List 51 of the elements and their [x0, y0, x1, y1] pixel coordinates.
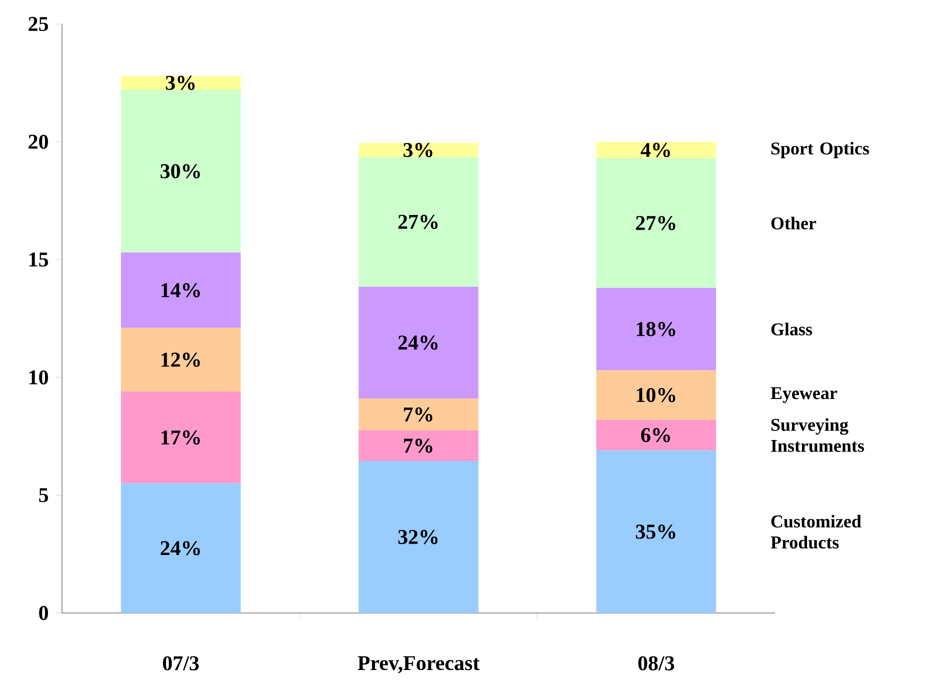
- y-tick-label: 20: [28, 134, 48, 149]
- text: Eyewear: [770, 387, 838, 403]
- bar: [120, 252, 241, 328]
- bar: [596, 370, 716, 420]
- annotation: 10%: [636, 388, 676, 402]
- annotation: 12%: [162, 352, 200, 367]
- y-tick-label: 25: [28, 16, 48, 32]
- text: Surveying Instruments: [771, 418, 864, 452]
- annotation: 14%: [162, 283, 200, 298]
- bar: [596, 288, 716, 370]
- annotation: 27%: [398, 214, 438, 230]
- y-tick-label: 0: [39, 606, 48, 620]
- bar: [358, 157, 478, 287]
- bar: [358, 142, 478, 158]
- annotation: 7%: [404, 438, 432, 453]
- annotation: 7%: [404, 407, 432, 422]
- bar: [120, 483, 241, 613]
- bar: [358, 461, 478, 613]
- bar: [358, 398, 478, 430]
- bar: [358, 286, 478, 399]
- bar: [120, 392, 241, 484]
- annotation: 24%: [398, 336, 438, 350]
- bar: [120, 76, 241, 90]
- annotation: 30%: [160, 164, 200, 178]
- bar: [596, 420, 716, 450]
- text: Customized Products: [770, 514, 862, 549]
- annotation: 27%: [636, 216, 676, 230]
- annotation: 35%: [636, 524, 676, 539]
- annotation: 17%: [162, 430, 200, 445]
- annotation: 6%: [641, 428, 670, 442]
- bar: [120, 328, 241, 392]
- bar: [358, 430, 478, 462]
- text: Glass: [771, 322, 812, 336]
- annotation: 18%: [636, 322, 676, 336]
- text: Other: [771, 216, 816, 230]
- x-tick-label: 08/3: [638, 656, 674, 670]
- bar: [596, 158, 716, 288]
- y-tick-label: 5: [39, 488, 48, 502]
- x-tick-label: 07/3: [162, 656, 199, 670]
- annotation: 32%: [398, 530, 438, 544]
- text: Sport Optics: [771, 142, 870, 158]
- y-tick-label: 10: [29, 370, 48, 384]
- annotation: 3%: [166, 76, 195, 90]
- annotation: 24%: [160, 541, 200, 556]
- bar: [596, 450, 716, 613]
- x-tick-label: Prev,Forecast: [358, 656, 480, 674]
- annotation: 4%: [640, 142, 670, 158]
- bar: [120, 90, 241, 253]
- y-tick-label: 15: [29, 252, 48, 267]
- bar: [596, 142, 716, 158]
- annotation: 3%: [404, 142, 432, 158]
